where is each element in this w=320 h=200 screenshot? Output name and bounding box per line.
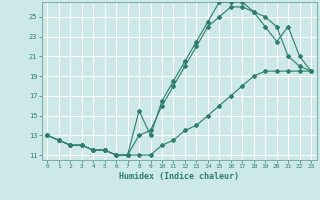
X-axis label: Humidex (Indice chaleur): Humidex (Indice chaleur) [119,172,239,181]
